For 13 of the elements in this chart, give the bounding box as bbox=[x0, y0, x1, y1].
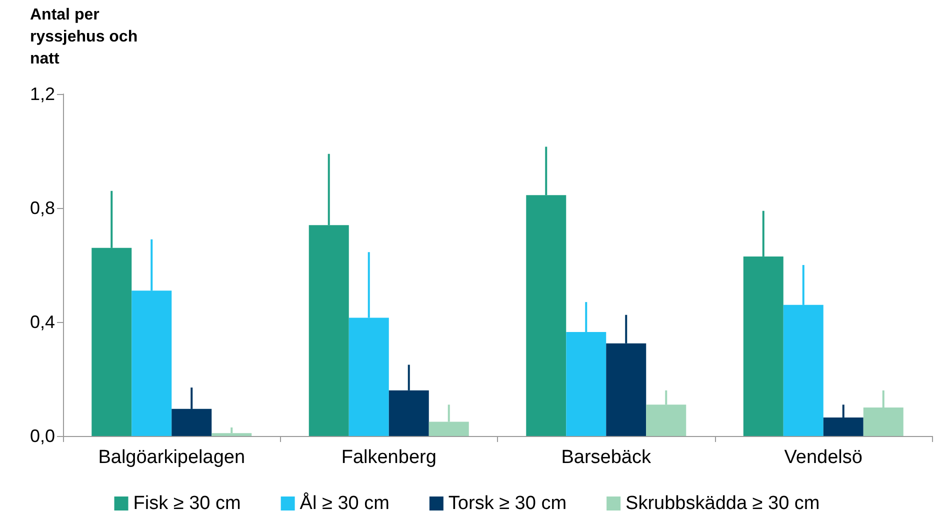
y-tick-label: 0,8 bbox=[30, 198, 55, 218]
legend-label: Torsk ≥ 30 cm bbox=[448, 493, 567, 514]
y-tick-label: 0,0 bbox=[30, 426, 55, 446]
y-tick-label: 1,2 bbox=[30, 84, 55, 104]
y-tick-label: 0,4 bbox=[30, 312, 55, 332]
x-tick-label: Barsebäck bbox=[561, 447, 652, 468]
y-axis-title: Antal per ryssjehus och natt bbox=[30, 6, 142, 68]
legend-label: Ål ≥ 30 cm bbox=[300, 492, 390, 514]
x-tick-label: Falkenberg bbox=[341, 447, 436, 468]
x-tick-label: Vendelsö bbox=[784, 447, 862, 468]
legend-label: Skrubbskädda ≥ 30 cm bbox=[626, 493, 820, 514]
x-tick-label: Balgöarkipelagen bbox=[98, 447, 246, 468]
legend-label: Fisk ≥ 30 cm bbox=[133, 493, 241, 514]
